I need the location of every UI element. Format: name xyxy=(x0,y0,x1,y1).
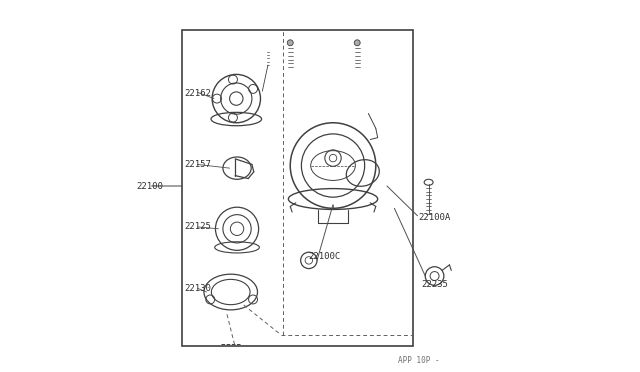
Text: 22100C: 22100C xyxy=(308,252,340,261)
Circle shape xyxy=(354,40,360,46)
Text: 22100A: 22100A xyxy=(419,213,451,222)
Text: 22125: 22125 xyxy=(184,222,211,231)
Text: APP 10P -: APP 10P - xyxy=(398,356,440,365)
Text: 22235: 22235 xyxy=(421,280,448,289)
Circle shape xyxy=(287,40,293,46)
Text: 22157: 22157 xyxy=(184,160,211,169)
Text: 22130: 22130 xyxy=(184,284,211,293)
Text: 22100: 22100 xyxy=(136,182,163,190)
Text: 22162: 22162 xyxy=(184,89,211,97)
